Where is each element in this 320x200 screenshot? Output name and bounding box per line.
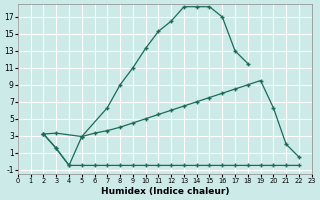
X-axis label: Humidex (Indice chaleur): Humidex (Indice chaleur) <box>100 187 229 196</box>
